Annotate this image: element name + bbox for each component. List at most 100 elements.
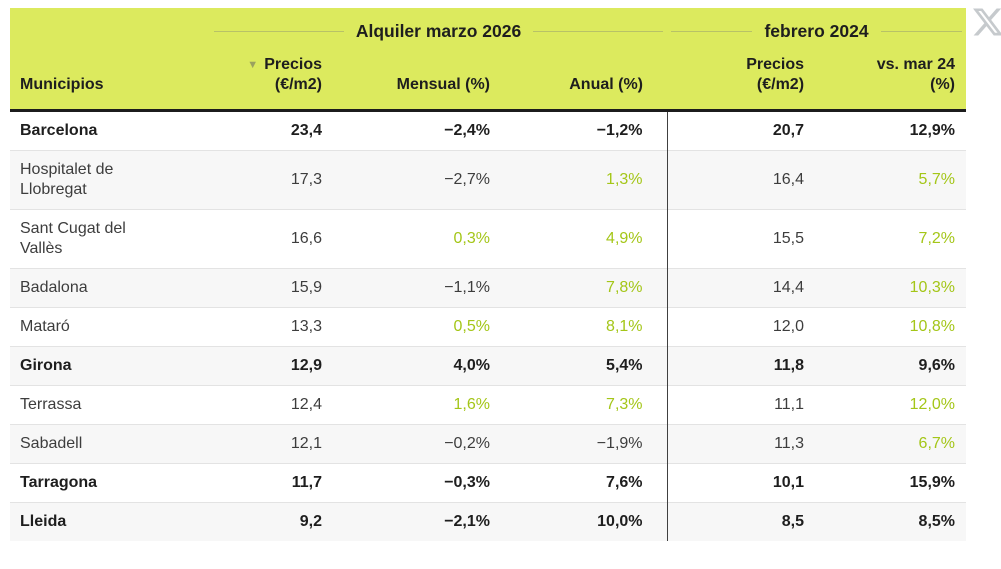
value-cell: 10,3% <box>816 268 967 308</box>
group-header-spacer <box>10 8 210 54</box>
group-title-febrero: febrero 2024 <box>764 20 869 41</box>
table-row: Sant Cugat del Vallès 16,6 0,3% 4,9% 15,5 7,2… <box>10 209 967 269</box>
value-cell: 15,9 <box>210 268 336 308</box>
x-share-icon[interactable] <box>973 7 1001 37</box>
value-cell: −1,1% <box>336 268 504 308</box>
col-header-mensual[interactable]: Mensual (%) <box>336 54 504 112</box>
group-title-alquiler: Alquiler marzo 2026 <box>355 20 522 41</box>
col-label: Municipios <box>20 76 104 93</box>
value-cell: 17,3 <box>210 150 336 210</box>
value-cell: −1,2% <box>504 110 668 151</box>
municipio-cell: Mataró <box>10 307 210 347</box>
value-cell: 14,4 <box>666 268 817 308</box>
municipio-cell: Badalona <box>10 268 210 308</box>
municipio-cell: Girona <box>10 346 210 386</box>
value-cell: 12,4 <box>210 385 336 425</box>
col-label: Precios <box>264 56 322 73</box>
value-cell: 5,4% <box>504 346 668 386</box>
decorative-line <box>214 30 344 32</box>
col-header-precios-feb24[interactable]: Precios (€/m2) <box>667 54 817 112</box>
municipio-cell: Sabadell <box>10 424 210 464</box>
value-cell: 9,6% <box>816 346 967 386</box>
col-sublabel: (%) <box>930 76 956 93</box>
column-header-row: Municipios ▼ Precios (€/m2) Mensual (%) … <box>10 54 967 112</box>
sort-desc-icon: ▼ <box>247 59 259 71</box>
municipio-cell: Hospitalet de Llobregat <box>10 150 210 210</box>
col-label: Mensual (%) <box>396 76 490 93</box>
municipio-cell: Lleida <box>10 502 210 541</box>
decorative-line <box>671 30 753 32</box>
value-cell: 4,0% <box>336 346 504 386</box>
value-cell: 6,7% <box>816 424 967 464</box>
table-row: Hospitalet de Llobregat 17,3 −2,7% 1,3% 16,4… <box>10 150 967 210</box>
group-header-row: Alquiler marzo 2026 febrero 2024 <box>10 8 967 54</box>
value-cell: 4,9% <box>504 209 668 269</box>
value-cell: 7,3% <box>504 385 668 425</box>
value-cell: 5,7% <box>816 150 967 210</box>
municipio-cell: Terrassa <box>10 385 210 425</box>
value-cell: −1,9% <box>504 424 668 464</box>
col-label: Precios <box>746 56 805 73</box>
value-cell: 11,8 <box>666 346 817 386</box>
col-sublabel: (€/m2) <box>274 76 322 93</box>
value-cell: 1,6% <box>336 385 504 425</box>
value-cell: −2,7% <box>336 150 504 210</box>
value-cell: 15,5 <box>666 209 817 269</box>
col-label: Anual (%) <box>569 76 644 93</box>
municipio-cell: Barcelona <box>10 110 210 151</box>
col-header-precios-mar26[interactable]: ▼ Precios (€/m2) <box>210 54 336 112</box>
value-cell: 12,0% <box>816 385 967 425</box>
municipio-cell: Tarragona <box>10 463 210 503</box>
table-row: Sabadell 12,1 −0,2% −1,9% 11,3 6,7% <box>10 424 967 464</box>
value-cell: 8,1% <box>504 307 668 347</box>
x-logo-glyph <box>973 8 1001 36</box>
table-row: Barcelona 23,4 −2,4% −1,2% 20,7 12,9% <box>10 110 967 151</box>
table-row: Badalona 15,9 −1,1% 7,8% 14,4 10,3% <box>10 268 967 308</box>
rent-price-table: Alquiler marzo 2026 febrero 2024 Municip… <box>10 8 967 541</box>
table-body: Barcelona 23,4 −2,4% −1,2% 20,7 12,9% Hospital… <box>10 110 967 541</box>
table-row: Lleida 9,2 −2,1% 10,0% 8,5 8,5% <box>10 502 967 541</box>
rent-price-table-card: Alquiler marzo 2026 febrero 2024 Municip… <box>10 8 967 541</box>
municipio-cell: Sant Cugat del Vallès <box>10 209 210 269</box>
value-cell: 9,2 <box>210 502 336 541</box>
value-cell: −2,1% <box>336 502 504 541</box>
table-row: Girona 12,9 4,0% 5,4% 11,8 9,6% <box>10 346 967 386</box>
value-cell: 10,0% <box>504 502 668 541</box>
value-cell: 10,1 <box>666 463 817 503</box>
value-cell: 15,9% <box>816 463 967 503</box>
table-row: Mataró 13,3 0,5% 8,1% 12,0 10,8% <box>10 307 967 347</box>
value-cell: 12,0 <box>666 307 817 347</box>
decorative-line <box>533 30 664 32</box>
value-cell: −0,2% <box>336 424 504 464</box>
value-cell: 11,1 <box>666 385 817 425</box>
col-sublabel: (€/m2) <box>756 76 805 93</box>
value-cell: 12,1 <box>210 424 336 464</box>
col-header-municipios[interactable]: Municipios <box>10 54 210 112</box>
value-cell: 8,5 <box>666 502 817 541</box>
decorative-line <box>880 30 963 32</box>
value-cell: 12,9% <box>816 110 967 151</box>
value-cell: 0,3% <box>336 209 504 269</box>
col-header-anual[interactable]: Anual (%) <box>504 54 668 112</box>
value-cell: 7,6% <box>504 463 668 503</box>
group-header-alquiler: Alquiler marzo 2026 <box>210 8 668 54</box>
value-cell: 10,8% <box>816 307 967 347</box>
value-cell: 0,5% <box>336 307 504 347</box>
col-label: vs. mar 24 <box>876 56 956 73</box>
table-header: Alquiler marzo 2026 febrero 2024 Municip… <box>10 8 967 112</box>
table-row: Tarragona 11,7 −0,3% 7,6% 10,1 15,9% <box>10 463 967 503</box>
value-cell: 20,7 <box>666 110 817 151</box>
table-row: Terrassa 12,4 1,6% 7,3% 11,1 12,0% <box>10 385 967 425</box>
value-cell: 11,3 <box>666 424 817 464</box>
value-cell: −2,4% <box>336 110 504 151</box>
col-header-vs-mar24[interactable]: vs. mar 24 (%) <box>816 54 967 112</box>
value-cell: 13,3 <box>210 307 336 347</box>
value-cell: 7,8% <box>504 268 668 308</box>
value-cell: 16,4 <box>666 150 817 210</box>
value-cell: 23,4 <box>210 110 336 151</box>
value-cell: 8,5% <box>816 502 967 541</box>
group-header-febrero: febrero 2024 <box>667 8 967 54</box>
value-cell: −0,3% <box>336 463 504 503</box>
value-cell: 7,2% <box>816 209 967 269</box>
value-cell: 11,7 <box>210 463 336 503</box>
